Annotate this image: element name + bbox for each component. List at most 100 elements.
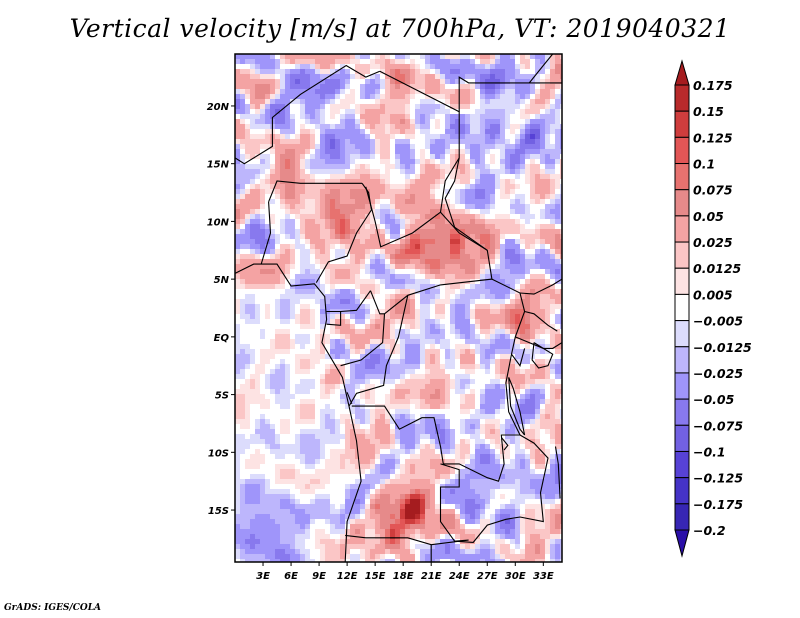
field-cell [545, 109, 550, 114]
field-cell [455, 274, 460, 279]
field-cell [550, 184, 555, 189]
field-cell [470, 334, 475, 339]
field-cell [425, 104, 430, 109]
field-cell [320, 384, 325, 389]
field-cell [335, 164, 340, 169]
field-cell [400, 269, 405, 274]
field-cell [450, 174, 455, 179]
field-cell [300, 349, 305, 354]
field-cell [240, 234, 245, 239]
field-cell [285, 164, 290, 169]
field-cell [425, 399, 430, 404]
field-cell [320, 114, 325, 119]
field-cell [265, 354, 270, 359]
field-cell [330, 134, 335, 139]
field-cell [265, 264, 270, 269]
field-cell [340, 239, 345, 244]
field-cell [350, 394, 355, 399]
field-cell [430, 299, 435, 304]
field-cell [480, 269, 485, 274]
field-cell [410, 309, 415, 314]
field-cell [545, 269, 550, 274]
field-cell [500, 199, 505, 204]
field-cell [460, 89, 465, 94]
field-cell [420, 394, 425, 399]
field-cell [530, 129, 535, 134]
field-cell [295, 229, 300, 234]
field-cell [335, 104, 340, 109]
field-cell [395, 384, 400, 389]
field-cell [355, 149, 360, 154]
field-cell [310, 239, 315, 244]
field-cell [345, 279, 350, 284]
field-cell [270, 379, 275, 384]
field-cell [560, 414, 562, 419]
field-cell [390, 289, 395, 294]
field-cell [265, 129, 270, 134]
field-cell [255, 139, 260, 144]
field-cell [485, 364, 490, 369]
field-cell [305, 184, 310, 189]
field-cell [240, 384, 245, 389]
field-cell [325, 409, 330, 414]
field-cell [475, 284, 480, 289]
field-cell [330, 139, 335, 144]
field-cell [425, 214, 430, 219]
field-cell [305, 424, 310, 429]
field-cell [480, 64, 485, 69]
field-cell [470, 149, 475, 154]
field-cell [440, 379, 445, 384]
field-cell [260, 214, 265, 219]
field-cell [455, 319, 460, 324]
field-cell [265, 109, 270, 114]
field-cell [340, 124, 345, 129]
field-cell [465, 159, 470, 164]
field-cell [535, 269, 540, 274]
field-cell [470, 94, 475, 99]
field-cell [305, 279, 310, 284]
field-cell [245, 189, 250, 194]
field-cell [470, 224, 475, 229]
field-cell [555, 274, 560, 279]
field-cell [545, 299, 550, 304]
field-cell [380, 169, 385, 174]
field-cell [495, 284, 500, 289]
field-cell [280, 124, 285, 129]
field-cell [530, 144, 535, 149]
field-cell [415, 399, 420, 404]
field-cell [395, 329, 400, 334]
field-cell [280, 259, 285, 264]
field-cell [535, 84, 540, 89]
field-cell [235, 69, 240, 74]
field-cell [415, 319, 420, 324]
field-cell [325, 144, 330, 149]
field-cell [520, 214, 525, 219]
field-cell [455, 214, 460, 219]
field-cell [385, 279, 390, 284]
field-cell [290, 254, 295, 259]
field-cell [555, 54, 560, 59]
field-cell [305, 219, 310, 224]
field-cell [305, 209, 310, 214]
field-cell [285, 374, 290, 379]
field-cell [300, 429, 305, 434]
field-cell [260, 359, 265, 364]
field-cell [560, 274, 562, 279]
field-cell [395, 214, 400, 219]
field-cell [405, 354, 410, 359]
field-cell [290, 229, 295, 234]
field-cell [450, 369, 455, 374]
field-cell [560, 319, 562, 324]
field-cell [480, 239, 485, 244]
field-cell [330, 279, 335, 284]
field-cell [560, 409, 562, 414]
field-cell [365, 194, 370, 199]
field-cell [440, 144, 445, 149]
field-cell [420, 414, 425, 419]
field-cell [355, 204, 360, 209]
field-cell [410, 314, 415, 319]
field-cell [530, 324, 535, 329]
field-cell [515, 184, 520, 189]
field-cell [340, 269, 345, 274]
field-cell [540, 119, 545, 124]
